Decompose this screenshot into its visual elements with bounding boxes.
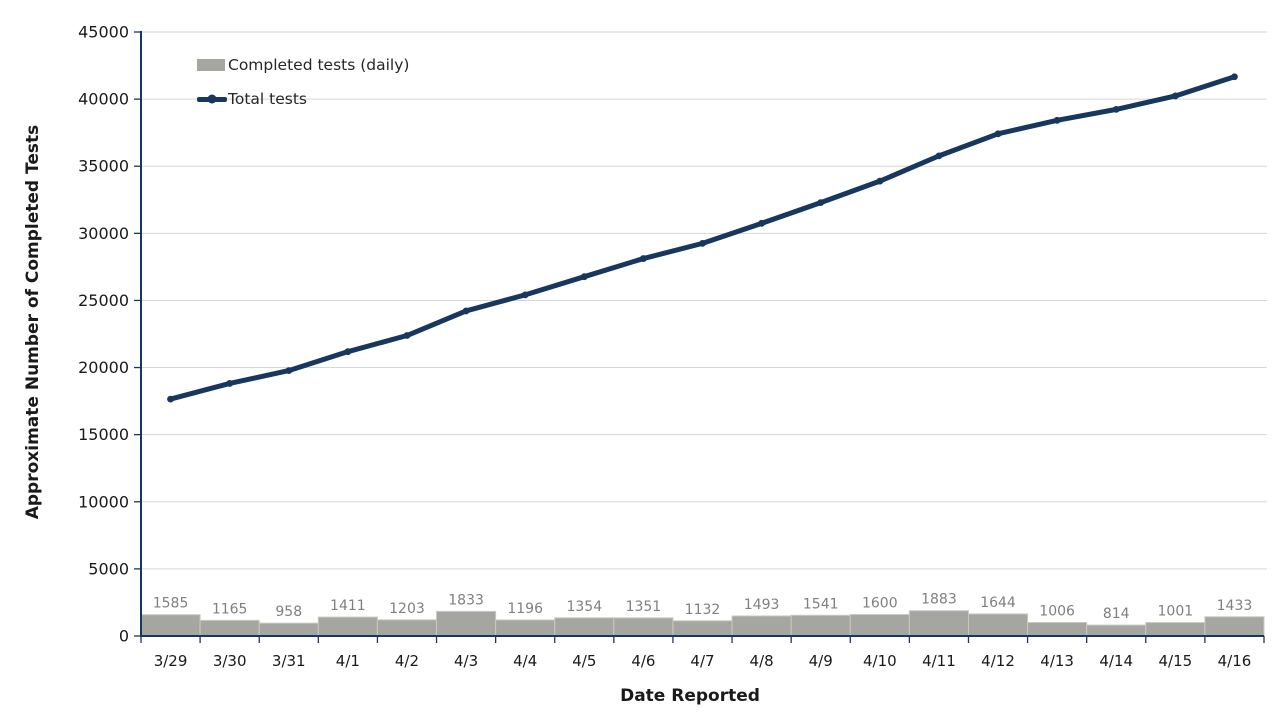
daily-bar [908, 610, 969, 637]
bar-value-label: 1433 [1217, 598, 1253, 614]
bar-value-label: 1585 [153, 596, 189, 612]
daily-bar [436, 610, 497, 637]
total-tests-marker [167, 395, 174, 403]
daily-bar [317, 616, 378, 637]
daily-bar [613, 617, 674, 637]
bar-value-label: 1165 [212, 601, 248, 617]
line-swatch-icon [197, 94, 227, 104]
y-tick-label: 35000 [78, 157, 129, 176]
x-tick-label: 4/4 [513, 652, 537, 670]
total-tests-marker [639, 255, 647, 262]
x-tick-label: 4/12 [981, 652, 1015, 670]
total-tests-marker [344, 348, 352, 356]
bar-value-label: 814 [1103, 606, 1130, 622]
daily-bar [1204, 616, 1265, 637]
x-tick-label: 4/2 [395, 652, 419, 670]
daily-bar [967, 613, 1029, 637]
y-tick-label: 15000 [78, 425, 129, 444]
bar-value-label: 958 [275, 604, 302, 620]
total-tests-marker [817, 199, 825, 207]
x-tick-label: 4/3 [454, 652, 478, 670]
total-tests-marker [1112, 105, 1120, 113]
x-tick-label: 3/29 [154, 652, 188, 670]
legend: Completed tests (daily) Total tests [197, 48, 409, 116]
x-tick-label: 4/7 [690, 652, 714, 670]
bar-value-label: 1833 [448, 592, 484, 608]
daily-bar [849, 614, 910, 637]
daily-bar [790, 614, 851, 637]
total-tests-marker [403, 332, 411, 339]
x-tick-label: 4/5 [572, 652, 596, 670]
daily-bar [672, 620, 733, 637]
daily-bar [731, 615, 792, 637]
y-tick-label: 25000 [78, 291, 129, 310]
bar-value-label: 1354 [566, 599, 602, 615]
total-tests-marker [462, 307, 470, 315]
y-tick-label: 30000 [78, 224, 129, 243]
daily-bar [1145, 622, 1206, 637]
total-tests-marker [226, 380, 234, 387]
daily-bar [1027, 621, 1088, 637]
bar-swatch-icon [197, 59, 225, 71]
bar-value-label: 1644 [980, 595, 1016, 611]
x-axis-title: Date Reported [620, 686, 760, 706]
bar-value-label: 1411 [330, 598, 366, 614]
legend-label-daily-tests: Completed tests (daily) [228, 56, 410, 74]
line-marker-dot-icon [207, 94, 217, 104]
daily-bar [1086, 624, 1147, 637]
total-tests-marker [521, 291, 529, 299]
y-tick-label: 0 [119, 627, 129, 646]
x-tick-label: 4/15 [1158, 652, 1192, 670]
x-tick-label: 4/14 [1099, 652, 1133, 670]
x-tick-label: 3/30 [213, 652, 247, 670]
total-tests-marker [1053, 116, 1061, 124]
x-tick-label: 4/13 [1040, 652, 1074, 670]
bar-value-label: 1006 [1039, 603, 1075, 619]
x-tick-label: 4/1 [336, 652, 360, 670]
x-tick-label: 4/9 [809, 652, 833, 670]
bar-value-label: 1493 [744, 597, 780, 613]
total-tests-marker [876, 177, 884, 185]
y-tick-label: 5000 [88, 559, 129, 578]
daily-bar [199, 619, 260, 637]
y-tick-label: 20000 [78, 358, 129, 377]
bar-value-label: 1541 [803, 596, 839, 612]
total-tests-marker [699, 239, 706, 247]
total-tests-marker [758, 219, 766, 227]
y-tick-label: 45000 [78, 23, 129, 42]
bar-value-label: 1196 [507, 601, 543, 617]
total-tests-marker [1231, 73, 1238, 81]
legend-item-daily-tests: Completed tests (daily) [197, 48, 409, 82]
total-tests-line [168, 74, 1237, 402]
y-tick-label: 10000 [78, 492, 129, 511]
x-tick-label: 4/16 [1218, 652, 1252, 670]
total-tests-marker [285, 367, 293, 375]
x-tick-label: 4/6 [631, 652, 655, 670]
legend-label-total-tests: Total tests [228, 90, 307, 108]
bar-value-label: 1600 [862, 596, 898, 612]
x-tick-label: 4/11 [922, 652, 956, 670]
daily-bar [258, 622, 319, 637]
daily-bar [554, 617, 615, 637]
bar-value-label: 1203 [389, 601, 425, 617]
y-tick-label: 40000 [78, 90, 129, 109]
y-axis-title: Approximate Number of Completed Tests [23, 124, 43, 520]
total-tests-marker [580, 273, 588, 281]
daily-bar [140, 614, 201, 637]
bar-value-label: 1351 [626, 599, 662, 615]
bar-value-label: 1132 [685, 602, 721, 618]
x-tick-label: 4/8 [750, 652, 774, 670]
total-tests-marker [935, 152, 943, 160]
x-tick-label: 4/10 [863, 652, 897, 670]
bar-value-label: 1883 [921, 592, 957, 608]
x-tick-label: 3/31 [272, 652, 306, 670]
total-tests-marker [1171, 92, 1179, 100]
bar-value-label: 1001 [1158, 604, 1194, 620]
legend-item-total-tests: Total tests [197, 82, 409, 116]
daily-bar [495, 619, 556, 637]
total-tests-marker [994, 130, 1002, 138]
daily-bar [376, 619, 438, 637]
